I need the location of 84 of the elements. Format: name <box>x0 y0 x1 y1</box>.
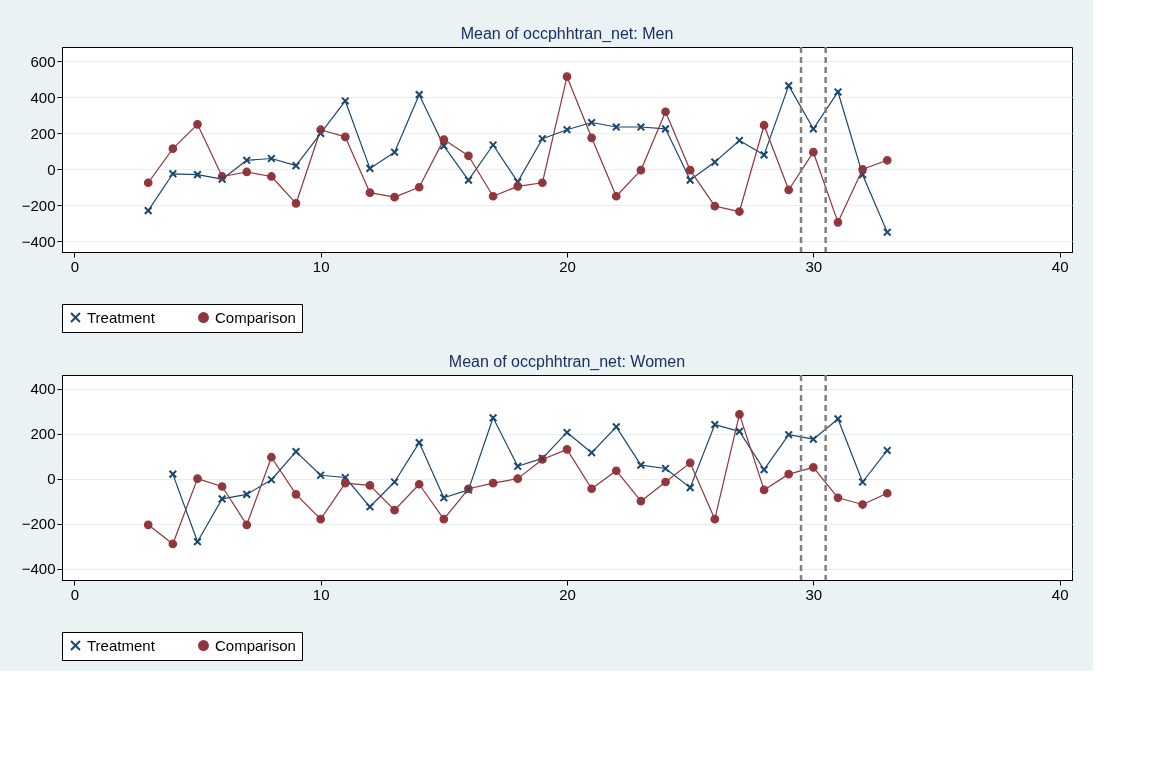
point <box>390 477 399 487</box>
point <box>365 502 375 512</box>
x-tick-label: 0 <box>70 585 79 603</box>
point <box>365 164 375 173</box>
point <box>316 470 326 480</box>
point <box>833 414 843 424</box>
point <box>291 161 301 171</box>
point <box>587 448 596 458</box>
x-tick-label: 20 <box>559 585 576 603</box>
legend-label: Comparison <box>215 308 296 326</box>
point <box>636 460 646 470</box>
point <box>587 118 596 127</box>
point <box>168 169 178 179</box>
point <box>291 447 301 456</box>
y-tick-label: −400 <box>21 560 56 578</box>
point <box>562 125 572 135</box>
x-tick-label: 10 <box>312 585 330 603</box>
y-tick-label: 400 <box>30 88 56 106</box>
x-tick-label: 30 <box>805 585 823 603</box>
point <box>242 155 252 165</box>
point <box>735 136 744 145</box>
point <box>488 140 498 150</box>
point <box>808 434 818 444</box>
point <box>168 469 178 479</box>
point <box>143 206 153 215</box>
y-tick-label: 0 <box>47 160 56 178</box>
chart-title: Mean of occphhtran_net: Women <box>448 352 686 371</box>
x-tick-label: 40 <box>1051 585 1069 603</box>
x-tick-label: 20 <box>559 257 576 275</box>
y-tick-label: 200 <box>30 425 56 443</box>
y-tick-label: 600 <box>30 52 56 70</box>
x-tick-label: 40 <box>1051 257 1069 275</box>
chart-title: Mean of occphhtran_net: Men <box>460 24 674 43</box>
point <box>538 134 547 144</box>
legend-label: Treatment <box>87 308 156 326</box>
point <box>488 413 498 423</box>
point <box>340 96 350 106</box>
y-tick-label: 400 <box>30 380 56 398</box>
point <box>661 464 670 473</box>
point <box>414 438 424 447</box>
point <box>390 147 399 157</box>
y-tick-label: 0 <box>47 470 56 488</box>
point <box>710 157 720 167</box>
point <box>710 420 720 429</box>
point <box>562 428 572 437</box>
point <box>242 490 252 499</box>
point <box>217 494 227 504</box>
point <box>267 154 276 163</box>
point <box>759 150 769 160</box>
y-tick-label: 200 <box>30 124 56 142</box>
point <box>267 475 276 485</box>
point <box>464 175 473 185</box>
point <box>661 124 670 134</box>
point <box>735 426 744 436</box>
x-tick-label: 10 <box>312 257 330 275</box>
point <box>340 473 350 482</box>
point <box>439 493 449 503</box>
point <box>414 90 424 100</box>
point <box>784 81 794 91</box>
point <box>685 483 695 492</box>
point <box>439 141 449 151</box>
legend-label: Comparison <box>215 636 296 654</box>
point <box>833 87 843 97</box>
point <box>513 461 523 471</box>
point <box>193 170 202 180</box>
point <box>611 422 621 432</box>
y-tick-label: −200 <box>21 196 56 214</box>
point <box>513 177 523 187</box>
x-tick-label: 30 <box>805 257 823 275</box>
y-tick-label: −200 <box>21 515 56 533</box>
point <box>858 170 867 180</box>
point <box>636 122 646 132</box>
point <box>858 477 867 487</box>
point <box>759 465 769 474</box>
point <box>882 227 892 237</box>
x-tick-label: 0 <box>70 257 79 275</box>
point <box>882 446 892 455</box>
point <box>193 537 202 547</box>
point <box>808 124 818 134</box>
legend-label: Treatment <box>87 636 156 654</box>
point <box>611 122 621 132</box>
y-tick-label: −400 <box>21 232 56 250</box>
point <box>784 430 794 440</box>
point <box>685 175 695 185</box>
